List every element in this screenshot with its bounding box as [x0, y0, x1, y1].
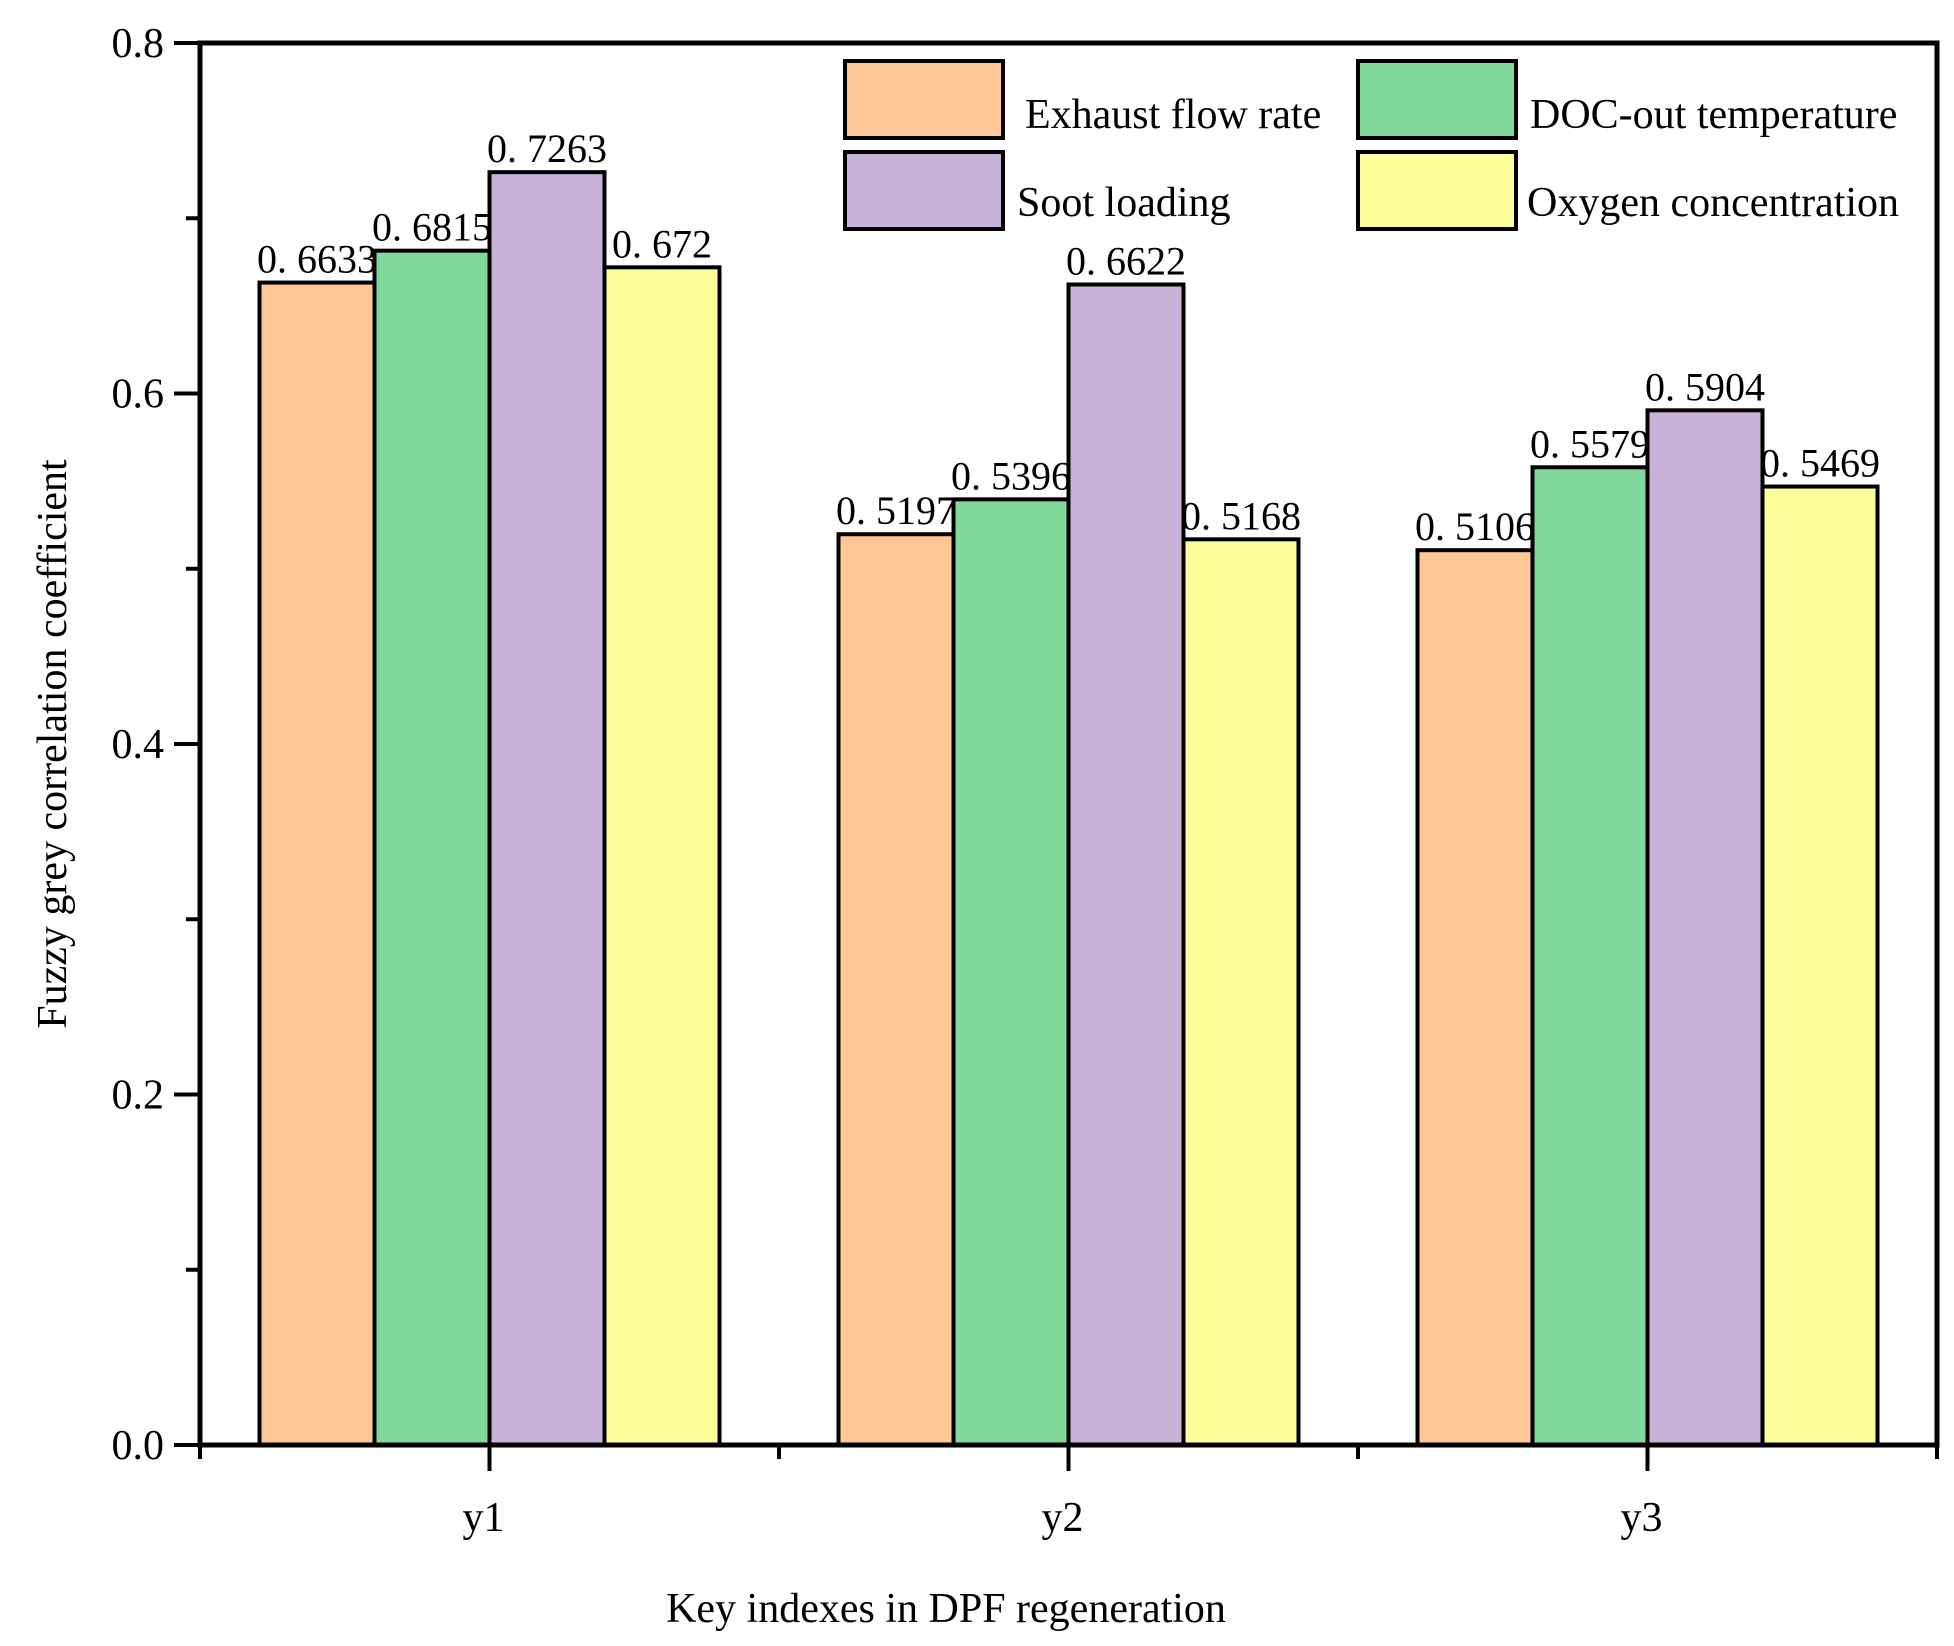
data-label: 0. 5197 [836, 488, 956, 533]
y-tick-label: 0.0 [112, 1423, 165, 1469]
legend-swatch-oxygen-concentration [1356, 150, 1518, 231]
bar-y2-oxygen-concentration [1181, 537, 1301, 1447]
legend-label-oxygen-concentration: Oxygen concentration [1527, 180, 1899, 226]
data-label: 0. 5904 [1645, 364, 1765, 409]
data-label: 0. 5396 [951, 453, 1071, 498]
bar-y2-soot-loading [1066, 282, 1186, 1447]
legend: Exhaust flow rate DOC-out temperature Soot… [843, 59, 1899, 231]
bar-y1-exhaust-flow-rate [257, 280, 377, 1447]
data-label: 0. 5579 [1530, 421, 1650, 466]
data-label: 0. 5168 [1181, 493, 1301, 538]
bar-y3-soot-loading [1645, 408, 1765, 1448]
legend-label-doc-out-temperature: DOC-out temperature [1530, 92, 1897, 138]
bar-y1-soot-loading [487, 170, 607, 1447]
data-label: 0. 6633 [257, 237, 377, 282]
data-label: 0. 5106 [1415, 504, 1535, 549]
data-label: 0. 6815 [372, 205, 492, 250]
legend-swatch-soot-loading [843, 150, 1005, 231]
data-label: 0. 7263 [487, 126, 607, 171]
bar-y3-exhaust-flow-rate [1415, 548, 1535, 1447]
bar-y2-exhaust-flow-rate [836, 532, 956, 1447]
y-tick-label: 0.8 [112, 21, 165, 67]
y-tick-label: 0.4 [112, 722, 165, 768]
x-axis-title: Key indexes in DPF regeneration [666, 1586, 1226, 1632]
y-tick-label: 0.6 [112, 372, 165, 418]
bars-layer [257, 170, 1880, 1448]
bar-y3-oxygen-concentration [1760, 484, 1880, 1447]
data-label: 0. 5469 [1760, 441, 1880, 486]
legend-swatch-doc-out-temperature [1356, 59, 1518, 140]
x-tick-label-y3: y3 [1621, 1495, 1663, 1541]
bar-y3-doc-out-temperature [1530, 465, 1650, 1447]
legend-label-exhaust-flow-rate: Exhaust flow rate [1025, 92, 1321, 138]
bar-y1-oxygen-concentration [602, 265, 722, 1448]
y-axis-title: Fuzzy grey correlation coefficient [30, 459, 76, 1029]
x-tick-label-y1: y1 [463, 1495, 505, 1541]
y-tick-label: 0.2 [112, 1073, 165, 1119]
data-label: 0. 6622 [1066, 238, 1186, 283]
x-tick-label-y2: y2 [1042, 1495, 1084, 1541]
data-label: 0. 672 [612, 221, 712, 266]
legend-swatch-exhaust-flow-rate [843, 59, 1005, 140]
legend-label-soot-loading: Soot loading [1017, 180, 1231, 226]
bar-y2-doc-out-temperature [951, 497, 1071, 1447]
ticks-layer: 0.0 0.2 0.4 0.6 0.8 y1 y2 y3 [112, 21, 1939, 1541]
bar-y1-doc-out-temperature [372, 248, 492, 1447]
